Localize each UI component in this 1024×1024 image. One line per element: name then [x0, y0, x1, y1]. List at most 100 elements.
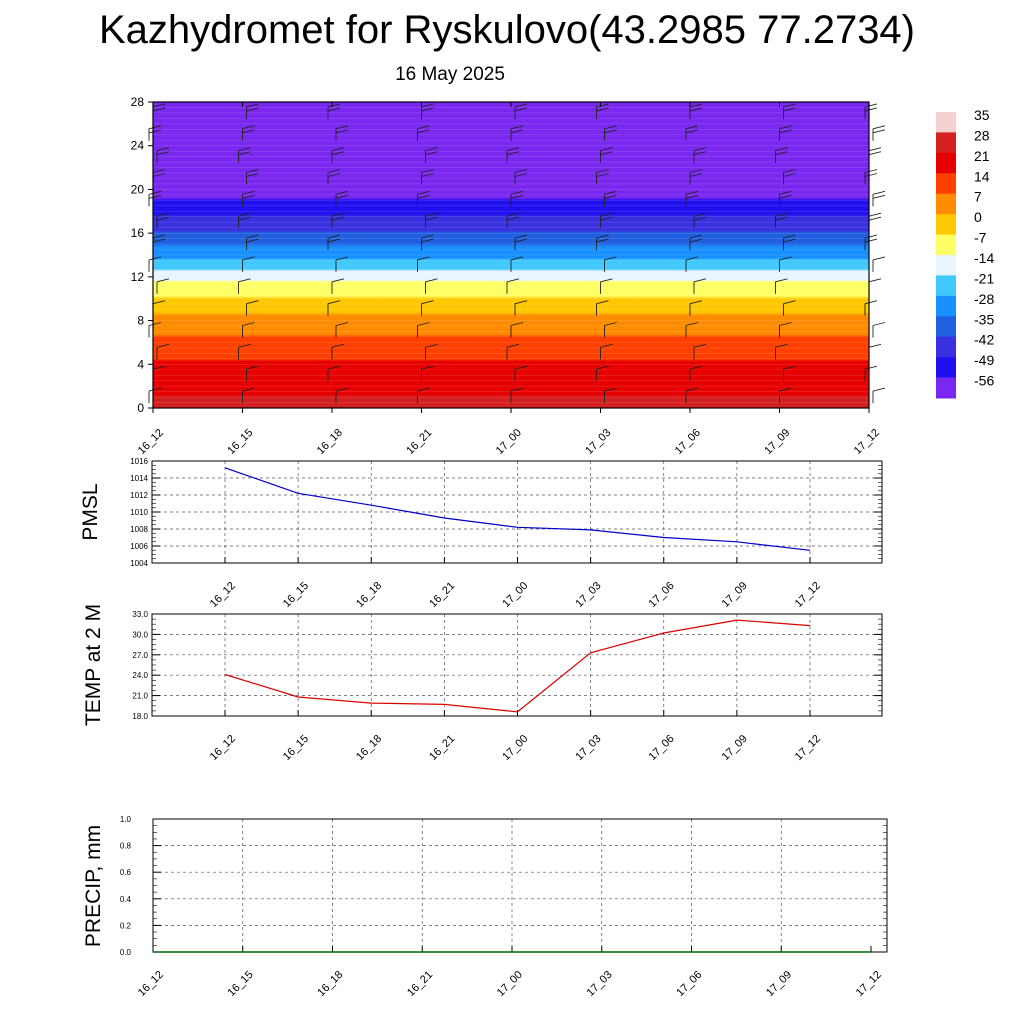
y-tick-label: 30.0 — [132, 630, 148, 639]
wind-barb-flag — [421, 173, 434, 177]
wind-barb-flag — [510, 322, 524, 326]
wind-barb-flag — [417, 190, 430, 195]
chart-date: 16 May 2025 — [395, 64, 505, 85]
colorbar-swatch — [936, 214, 956, 236]
colorbar-swatch — [936, 255, 956, 276]
x-tick-label: 16_21 — [405, 969, 435, 999]
wind-barb-flag — [152, 107, 166, 112]
y-tick-label: 0.6 — [120, 868, 132, 877]
wind-barb-flag — [689, 103, 703, 108]
wind-barb-flag — [242, 190, 255, 195]
wind-barb-flag — [417, 194, 430, 199]
wind-barb-flag — [417, 256, 430, 261]
wind-barb-flag — [152, 365, 166, 370]
wind-barb-flag — [246, 234, 259, 239]
heatmap-x-tick-label: 16_15 — [225, 427, 255, 457]
y-axis-label: TEMP at 2 M — [82, 604, 105, 726]
wind-barb-flag — [238, 343, 251, 348]
wind-barb-flag — [779, 129, 792, 134]
panel-frame — [151, 613, 883, 717]
wind-barb-flag — [868, 278, 882, 283]
colorbar-label: -49 — [974, 352, 994, 368]
heatmap-x-tick-label: 17_09 — [762, 427, 792, 457]
wind-barb-flag — [152, 173, 166, 177]
heatmap-x-tick-label: 16_12 — [136, 427, 166, 457]
wind-barb-flag — [779, 194, 792, 199]
wind-barb-flag — [417, 387, 430, 392]
wind-barb-flag — [246, 300, 259, 305]
wind-barb-flag — [693, 278, 707, 283]
colorbar-swatch — [936, 295, 956, 317]
wind-barb-flag — [246, 169, 259, 173]
x-tick-label: 16_12 — [136, 969, 166, 999]
wind-barb-flag — [246, 365, 259, 370]
x-tick-label: 16_21 — [427, 733, 457, 763]
x-tick-label: 16_15 — [281, 580, 311, 610]
wind-barb-flag — [596, 103, 609, 108]
colorbar-label: -28 — [974, 291, 994, 307]
wind-barb-flag — [868, 147, 882, 152]
y-tick-label: 1.0 — [120, 815, 132, 824]
wind-barb-flag — [238, 147, 251, 152]
wind-barb-flag — [156, 278, 170, 283]
wind-barb-flag — [868, 212, 882, 217]
x-tick-label: 16_15 — [281, 733, 311, 763]
wind-barb-flag — [335, 256, 349, 261]
wind-barb-flag — [600, 216, 613, 221]
wind-barb-flag — [604, 387, 617, 392]
wind-barb-flag — [864, 107, 878, 112]
wind-barb-flag — [864, 169, 878, 173]
wind-barb-flag — [327, 169, 341, 173]
y-tick-label: 1014 — [130, 474, 148, 483]
wind-barb-flag — [335, 125, 349, 130]
wind-barb-flag — [864, 365, 878, 370]
wind-barb-flag — [327, 103, 341, 108]
wind-barb-flag — [331, 343, 345, 348]
wind-barb-flag — [775, 278, 788, 283]
wind-barb-flag — [421, 300, 434, 305]
wind-barb-flag — [242, 387, 255, 392]
wind-barb-flag — [242, 194, 255, 199]
heatmap-x-tick-label: 16_21 — [404, 427, 434, 457]
colorbar-swatch — [936, 234, 956, 256]
y-axis-label: PMSL — [79, 483, 102, 540]
wind-barb-flag — [148, 190, 162, 195]
wind-barb-flag — [148, 129, 162, 134]
wind-barb-flag — [689, 365, 703, 370]
wind-barb-flag — [148, 322, 162, 326]
heatmap-x-tick-label: 17_00 — [494, 427, 524, 457]
wind-barb-flag — [693, 147, 707, 152]
y-tick-label: 0.8 — [120, 842, 132, 851]
wind-barb-flag — [783, 103, 796, 108]
wind-barb-flag — [514, 103, 528, 108]
wind-barb-flag — [238, 151, 251, 156]
wind-barb-flag — [425, 216, 438, 221]
wind-barb-flag — [775, 147, 788, 152]
wind-barb-flag — [779, 125, 792, 130]
wind-barb-flag — [242, 322, 255, 326]
wind-barb-flag — [425, 151, 438, 156]
wind-barb-flag — [238, 278, 251, 283]
colorbar-swatch — [936, 316, 956, 338]
wind-barb-flag — [685, 125, 699, 130]
wind-barb-flag — [685, 256, 699, 261]
wind-barb-flag — [510, 190, 524, 195]
x-tick-label: 17_12 — [793, 580, 823, 610]
wind-barb-flag — [152, 238, 166, 243]
colorbar-label: 35 — [974, 107, 990, 123]
wind-barb-flag — [331, 216, 345, 221]
wind-barb-flag — [783, 173, 796, 177]
wind-barb-flag — [331, 151, 345, 156]
heatmap-y-tick-label: 4 — [137, 357, 144, 371]
wind-barb-flag — [156, 147, 170, 152]
x-tick-label: 17_09 — [720, 733, 750, 763]
wind-barb-flag — [600, 278, 613, 283]
wind-barb-flag — [514, 107, 528, 112]
wind-barb-flag — [327, 300, 341, 305]
colorbar-swatch — [936, 112, 956, 133]
wind-barb-flag — [775, 151, 788, 156]
temperature-field — [153, 102, 869, 408]
wind-barb-flag — [152, 234, 166, 239]
wind-barb-flag — [148, 125, 162, 130]
x-tick-label: 17_03 — [573, 733, 603, 763]
